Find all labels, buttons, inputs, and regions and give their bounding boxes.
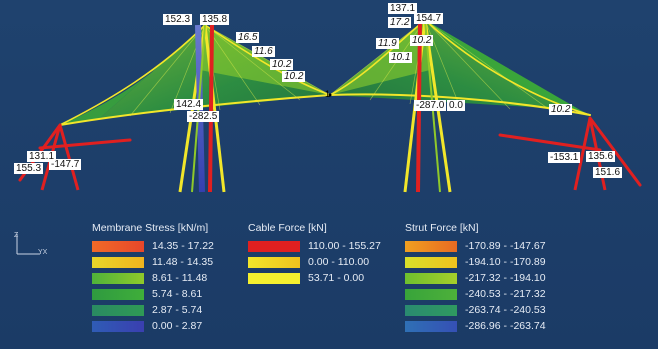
node-label: 142.4 — [174, 99, 204, 110]
node-label: 10.2 — [410, 35, 434, 46]
node-label: 11.6 — [252, 46, 275, 57]
node-label: 131.1 — [27, 151, 57, 162]
legend-row: -217.32 - -194.10 — [405, 272, 605, 284]
node-label: 137.1 — [388, 3, 418, 14]
legend-row: 5.74 - 8.61 — [92, 288, 272, 300]
center-marker: 1 — [325, 89, 331, 99]
mast-left — [178, 24, 226, 193]
legend-row: -240.53 - -217.32 — [405, 288, 605, 300]
legend-row: 53.71 - 0.00 — [248, 272, 408, 284]
legend-row: 2.87 - 5.74 — [92, 304, 272, 316]
axis-triad-icon — [16, 234, 40, 255]
node-label: 10.1 — [389, 52, 413, 63]
legend-title: Strut Force [kN] — [405, 222, 479, 234]
axis-z-label: Z — [14, 232, 19, 239]
node-label: 16.5 — [236, 32, 260, 43]
legend-title: Cable Force [kN] — [248, 222, 327, 234]
center-node — [328, 93, 332, 97]
membrane-right — [330, 20, 590, 115]
legend-row: -194.10 - -170.89 — [405, 256, 605, 268]
legend-title: Membrane Stress [kN/m] — [92, 222, 209, 234]
legend-row: 8.61 - 11.48 — [92, 272, 272, 284]
node-label: 10.2 — [549, 104, 573, 115]
node-label: 17.2 — [388, 17, 412, 28]
legend-row: 11.48 - 14.35 — [92, 256, 272, 268]
legend-row: -170.89 - -147.67 — [405, 240, 605, 252]
legend-row: 110.00 - 155.27 — [248, 240, 408, 252]
node-label: 154.7 — [414, 13, 444, 24]
node-label: 155.3 — [14, 163, 44, 174]
node-label: 152.3 — [163, 14, 193, 25]
node-label: 11.9 — [376, 38, 399, 49]
node-label: -147.7 — [49, 159, 82, 170]
legend-row: 0.00 - 110.00 — [248, 256, 408, 268]
legend-row: -286.96 - -263.74 — [405, 320, 605, 332]
node-label: -287.0 — [414, 100, 447, 111]
legend-row: 14.35 - 17.22 — [92, 240, 272, 252]
axis-yx-label: YX — [38, 249, 48, 256]
edge-struts — [40, 117, 607, 191]
node-label: 135.8 — [200, 14, 230, 25]
node-label: 151.6 — [593, 167, 623, 178]
legend-row: 0.00 - 2.87 — [92, 320, 272, 332]
node-label: 10.2 — [282, 71, 306, 82]
node-label: 10.2 — [270, 59, 294, 70]
node-label: 135.6 — [586, 151, 616, 162]
node-label: 0.0 — [447, 100, 465, 111]
legend-row: -263.74 - -240.53 — [405, 304, 605, 316]
node-label: -153.1 — [548, 152, 581, 163]
node-label: -282.5 — [187, 111, 220, 122]
